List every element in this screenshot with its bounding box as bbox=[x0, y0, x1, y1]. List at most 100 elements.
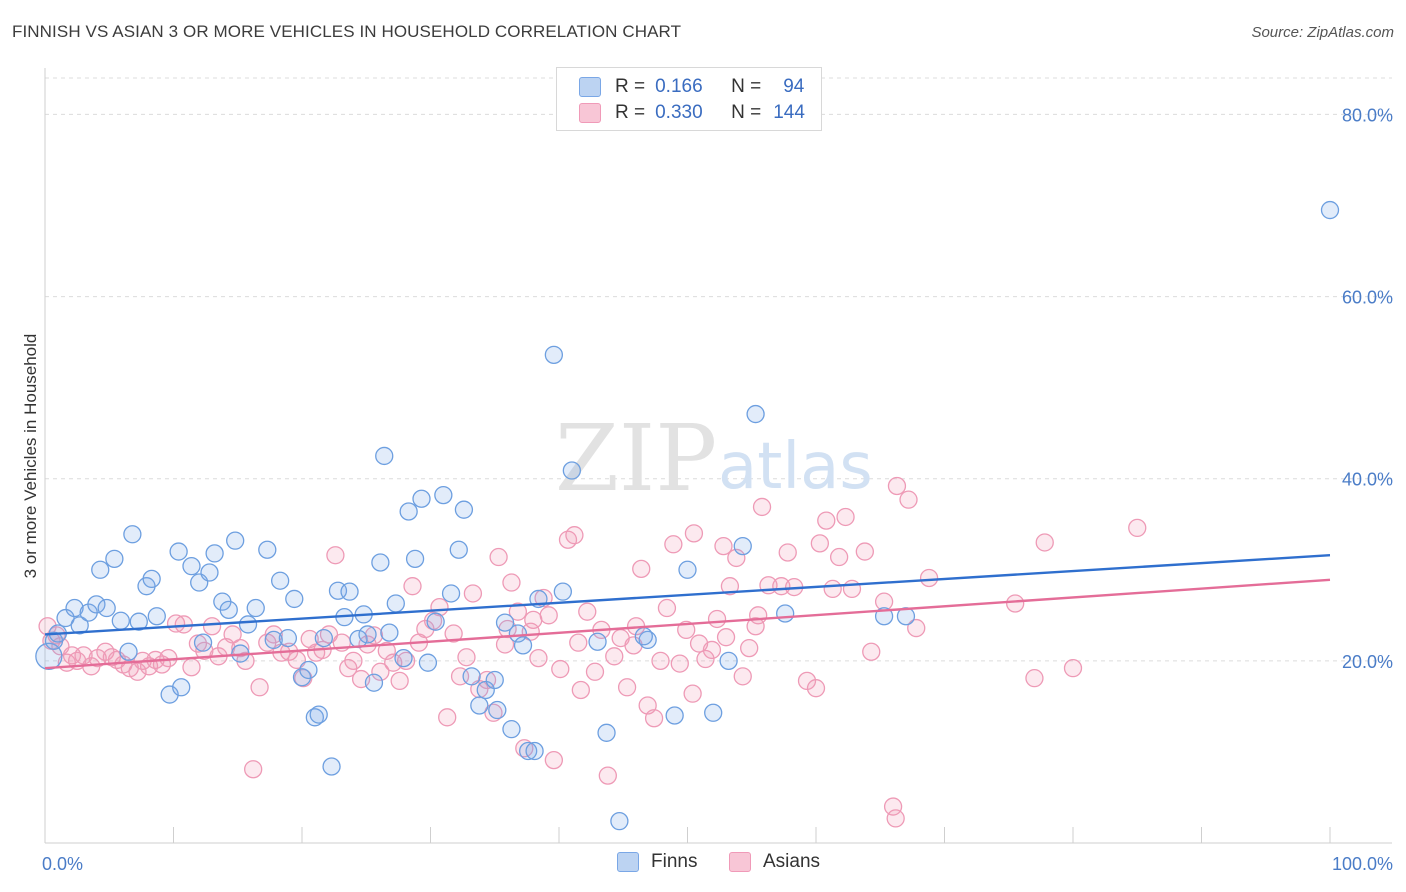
finns-point bbox=[562, 461, 581, 480]
finns-point bbox=[91, 560, 110, 579]
x-tick-label-min: 0.0% bbox=[42, 854, 83, 874]
asians-point bbox=[644, 709, 664, 728]
finns-point bbox=[513, 636, 533, 655]
asians-point bbox=[529, 648, 548, 668]
finns-point bbox=[364, 673, 384, 692]
asians-point bbox=[524, 610, 543, 630]
asians-points bbox=[38, 476, 1147, 828]
finns-point bbox=[258, 540, 277, 559]
asians-point bbox=[684, 524, 704, 543]
legend-n-value: 94 bbox=[783, 76, 805, 97]
asians-point bbox=[823, 579, 842, 599]
finns-point bbox=[426, 612, 445, 631]
asians-point bbox=[326, 546, 345, 565]
finns-point bbox=[87, 595, 106, 614]
asians-point bbox=[502, 573, 521, 592]
legend-r-value: 0.330 bbox=[655, 102, 703, 123]
asians-point bbox=[182, 658, 201, 677]
asians-swatch bbox=[579, 103, 601, 123]
y-tick-label: 40.0% bbox=[1342, 470, 1393, 490]
finns-point bbox=[454, 500, 474, 519]
finns-point bbox=[394, 648, 413, 668]
finns-point bbox=[205, 544, 224, 563]
asians-point bbox=[883, 797, 903, 816]
asians-point bbox=[855, 542, 874, 561]
finns-point bbox=[733, 536, 752, 556]
finns-point bbox=[172, 678, 191, 697]
finns-point bbox=[525, 741, 544, 761]
finns-point bbox=[553, 582, 573, 601]
legend-row-asians: R = 0.330 N = 144 bbox=[579, 101, 805, 125]
asians-point bbox=[778, 543, 797, 562]
asians-point bbox=[683, 684, 702, 703]
asians-point bbox=[632, 559, 651, 579]
finns-point bbox=[322, 757, 341, 776]
finns-point bbox=[65, 598, 84, 618]
asians-point bbox=[886, 809, 905, 828]
finns-point bbox=[597, 723, 616, 742]
legend-row-finns: R = 0.166 N = 94 bbox=[579, 75, 804, 99]
axes bbox=[44, 68, 1392, 844]
asians-point bbox=[670, 654, 689, 673]
asians-point bbox=[128, 662, 147, 681]
legend-n-label: N = bbox=[731, 102, 762, 123]
asians-point bbox=[720, 577, 740, 596]
asians-point bbox=[829, 547, 849, 567]
asians-point bbox=[578, 602, 597, 621]
finns-point bbox=[485, 670, 504, 690]
asians-point bbox=[598, 766, 617, 785]
finns-point bbox=[588, 632, 607, 651]
finns-point bbox=[386, 594, 405, 613]
asians-point bbox=[244, 760, 263, 779]
asians-point bbox=[810, 534, 830, 553]
series-legend: Finns Asians bbox=[0, 851, 1406, 877]
asians-point bbox=[887, 476, 907, 496]
finns-point bbox=[246, 598, 265, 618]
asians-point bbox=[919, 568, 939, 588]
finns-point bbox=[314, 628, 333, 648]
asians-point bbox=[817, 511, 836, 530]
finns-point bbox=[119, 642, 138, 661]
asians-point bbox=[617, 678, 637, 697]
asians-point bbox=[539, 606, 558, 625]
asians-point bbox=[836, 507, 855, 527]
asians-point bbox=[1025, 669, 1044, 688]
gridlines bbox=[45, 77, 1392, 662]
asians-point bbox=[806, 679, 826, 698]
asians-point bbox=[907, 618, 926, 638]
asians-point bbox=[707, 609, 727, 629]
finns-point bbox=[142, 569, 161, 589]
finns-point bbox=[182, 556, 201, 576]
legend-item-finns: Finns bbox=[617, 851, 697, 873]
finns-swatch bbox=[579, 77, 601, 97]
asians-legend-swatch bbox=[729, 852, 751, 872]
asians-point bbox=[264, 625, 283, 644]
asians-point bbox=[371, 662, 390, 681]
asians-point bbox=[396, 651, 416, 671]
finns-point bbox=[111, 611, 130, 630]
finns-points bbox=[35, 200, 1340, 831]
finns-point bbox=[441, 584, 461, 603]
finns-point bbox=[169, 542, 188, 561]
finns-point bbox=[502, 720, 521, 739]
asians-point bbox=[1128, 518, 1147, 538]
watermark-atlas: atlas bbox=[718, 430, 873, 504]
asians-point bbox=[585, 662, 605, 681]
finns-point bbox=[380, 623, 399, 642]
finns-point bbox=[292, 668, 312, 687]
asians-point bbox=[344, 651, 363, 671]
finns-point bbox=[434, 485, 453, 505]
finns-legend-label: Finns bbox=[651, 851, 698, 872]
finns-trend-line bbox=[44, 554, 1331, 636]
asians-point bbox=[1006, 594, 1025, 613]
legend-r-value: 0.166 bbox=[655, 76, 703, 97]
asians-point bbox=[749, 606, 768, 625]
asians-point bbox=[457, 648, 476, 667]
asians-point bbox=[651, 651, 670, 671]
finns-point bbox=[678, 560, 697, 579]
finns-point bbox=[418, 653, 438, 672]
asians-point bbox=[438, 708, 457, 727]
finns-point bbox=[488, 700, 507, 720]
finns-point bbox=[226, 531, 245, 550]
